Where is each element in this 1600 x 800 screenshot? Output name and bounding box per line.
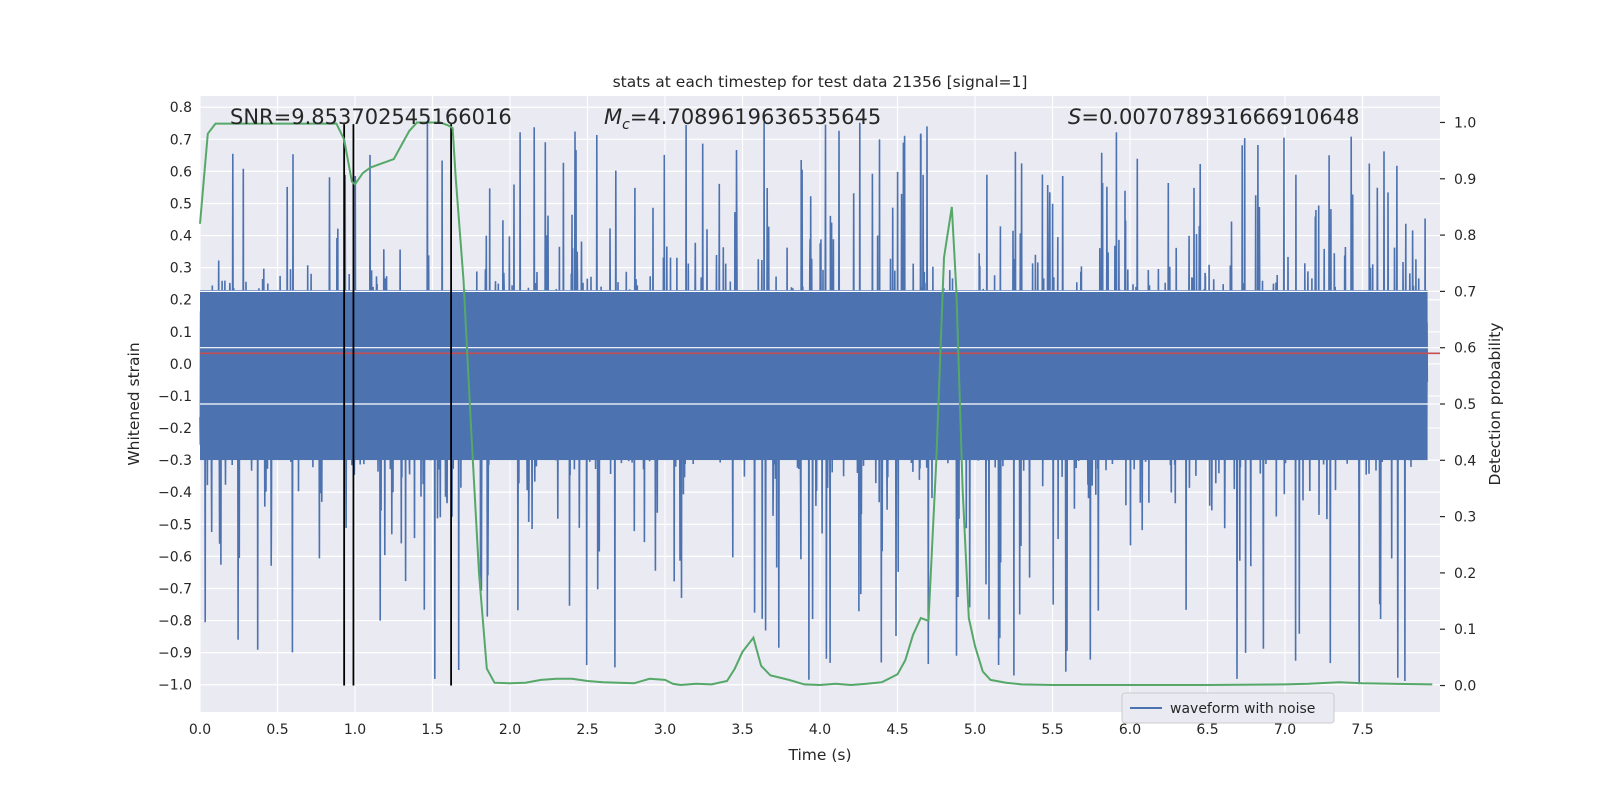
y-tick-label: 0.7 — [170, 132, 192, 148]
legend-entry-waveform: waveform with noise — [1170, 701, 1315, 717]
s-value: =0.007078931666910648 — [1081, 105, 1359, 129]
x-axis-label: Time (s) — [787, 746, 851, 764]
y-tick-label: 0.6 — [170, 164, 192, 180]
x-tick-label: 3.5 — [731, 722, 753, 738]
s-symbol: S — [1068, 105, 1081, 129]
snr-annotation: SNR=9.853702545166016 — [230, 105, 512, 129]
chirp-mass-subscript: c — [622, 117, 630, 133]
y2-tick-label: 0.5 — [1454, 397, 1476, 413]
y2-tick-label: 0.6 — [1454, 341, 1476, 357]
y2-tick-label: 0.8 — [1454, 228, 1476, 244]
chart-title: stats at each timestep for test data 213… — [613, 73, 1028, 91]
y2-tick-label: 0.4 — [1454, 453, 1476, 469]
y-tick-label: 0.2 — [170, 293, 192, 309]
y-tick-label: −0.6 — [158, 549, 192, 565]
y-tick-label: 0.4 — [170, 229, 192, 245]
y-tick-label: 0.5 — [170, 196, 192, 212]
y2-tick-label: 0.7 — [1454, 284, 1476, 300]
legend: waveform with noise — [1121, 692, 1335, 724]
y2-axis-label: Detection probability — [1486, 323, 1504, 486]
y2-tick-label: 0.3 — [1454, 510, 1476, 526]
s-annotation: S=0.007078931666910648 — [1068, 105, 1359, 129]
y-tick-label: −0.3 — [158, 453, 192, 469]
y-tick-label: −0.8 — [158, 614, 192, 630]
y2-tick-label: 0.0 — [1454, 679, 1476, 695]
x-tick-label: 7.0 — [1274, 722, 1296, 738]
y-tick-label: −0.5 — [158, 517, 192, 533]
x-tick-label: 4.0 — [809, 722, 831, 738]
detection-probability-line — [199, 121, 1433, 687]
x-tick-label: 1.0 — [344, 722, 366, 738]
y2-tick-label: 0.2 — [1454, 566, 1476, 582]
y-tick-label: −0.7 — [158, 581, 192, 597]
chirp-mass-annotation: Mc=4.7089619636535645 — [604, 105, 881, 133]
chirp-mass-value: =4.7089619636535645 — [630, 105, 881, 129]
waveform-dense-band — [200, 290, 1428, 461]
y2-tick-label: 0.1 — [1454, 622, 1476, 638]
x-tick-label: 4.5 — [886, 722, 908, 738]
x-tick-label: 2.5 — [576, 722, 598, 738]
y-tick-label: −0.2 — [158, 421, 192, 437]
y-tick-label: 0.3 — [170, 261, 192, 277]
x-tick-label: 1.5 — [421, 722, 443, 738]
y-tick-label: −1.0 — [158, 678, 192, 694]
x-tick-label: 3.0 — [654, 722, 676, 738]
y-tick-label: 0.8 — [170, 100, 192, 116]
y-tick-label: 0.1 — [170, 325, 192, 341]
legend-box — [1121, 692, 1335, 724]
x-tick-label: 7.5 — [1351, 722, 1373, 738]
tick-labels: 0.0 0.5 1.0 1.5 2.0 2.5 3.0 3.5 4.0 4.5 5.0 5.5 6.0 6… — [158, 100, 1476, 738]
x-tick-label: 6.0 — [1119, 722, 1141, 738]
chirp-mass-symbol: M — [604, 105, 622, 129]
x-tick-label: 6.5 — [1196, 722, 1218, 738]
x-tick-label: 5.0 — [964, 722, 986, 738]
y2-tick-label: 0.9 — [1454, 172, 1476, 188]
y2-tick-label: 1.0 — [1454, 115, 1476, 131]
y-tick-label: −0.4 — [158, 485, 192, 501]
y-tick-label: 0.0 — [170, 357, 192, 373]
x-tick-label: 5.5 — [1041, 722, 1063, 738]
overlay-layer — [199, 121, 1440, 687]
x-tick-label: 2.0 — [499, 722, 521, 738]
y-tick-label: −0.1 — [158, 389, 192, 405]
y-tick-label: −0.9 — [158, 646, 192, 662]
x-tick-label: 0.0 — [189, 722, 211, 738]
waveform-series — [199, 121, 1429, 685]
y-axis-label: Whitened strain — [125, 342, 143, 465]
x-tick-label: 0.5 — [266, 722, 288, 738]
